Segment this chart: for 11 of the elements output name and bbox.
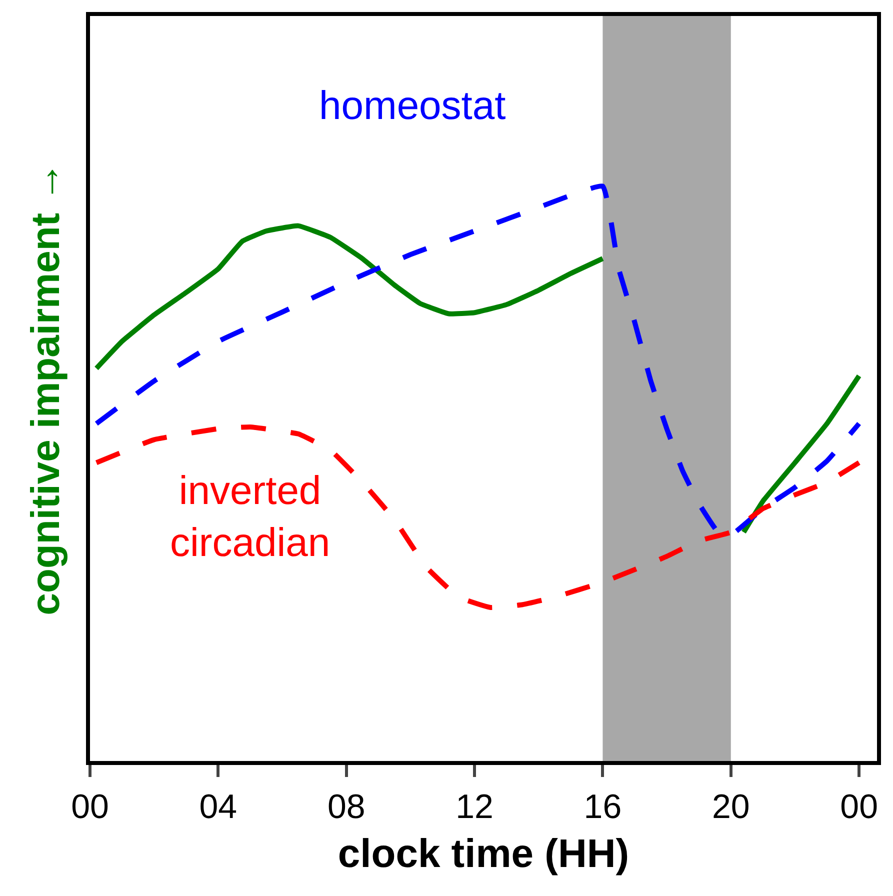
x-tick-label: 16 bbox=[584, 788, 622, 826]
x-tick-label: 08 bbox=[327, 788, 366, 826]
x-axis-title: clock time (HH) bbox=[338, 832, 630, 876]
x-tick-label: 20 bbox=[712, 788, 750, 826]
x-tick-label: 04 bbox=[199, 788, 238, 826]
y-axis-title: cognitive impairment → bbox=[24, 162, 68, 616]
text: homeostat bbox=[319, 84, 506, 128]
x-tick-label: 00 bbox=[840, 788, 878, 826]
x-tick-label: 00 bbox=[71, 788, 109, 826]
x-tick-label: 12 bbox=[456, 788, 494, 826]
series-label: inverted circadian bbox=[170, 469, 330, 565]
